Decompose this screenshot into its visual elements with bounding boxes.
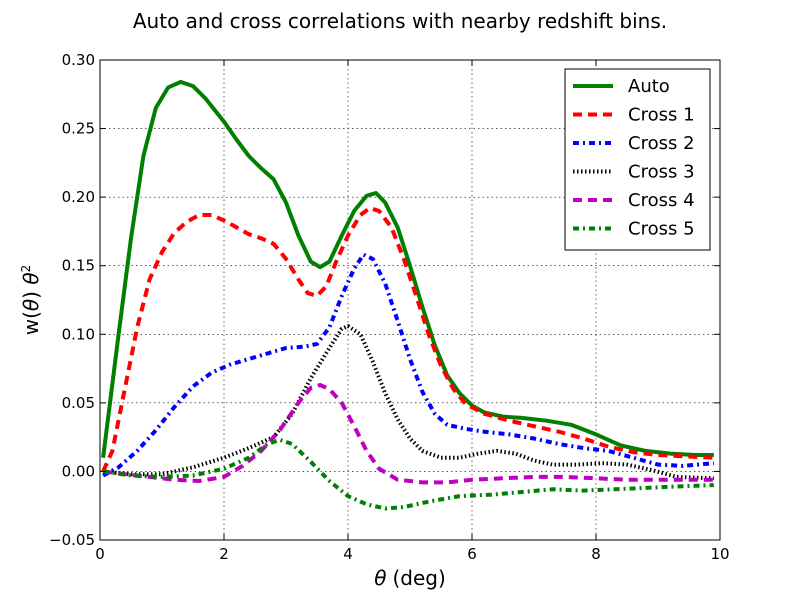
series-line-1 bbox=[101, 79, 714, 458]
y-axis-label: w(θ) θ2 bbox=[19, 265, 43, 335]
y-tick-label: 0.00 bbox=[62, 462, 95, 480]
x-axis-label: θ (deg) bbox=[374, 566, 446, 590]
y-tick-label: 0.10 bbox=[62, 325, 95, 343]
x-axis-symbol: θ bbox=[374, 566, 386, 590]
y-axis-mid: ) bbox=[19, 285, 43, 299]
chart-title: Auto and cross correlations with nearby … bbox=[133, 9, 667, 33]
series-line-3 bbox=[102, 252, 714, 478]
y-tick-label: 0.30 bbox=[62, 51, 95, 69]
y-tick-label: 0.05 bbox=[62, 394, 95, 412]
series-line-6 bbox=[102, 437, 714, 511]
legend-label-5: Cross 4 bbox=[628, 190, 695, 211]
x-tick-label: 2 bbox=[219, 545, 229, 563]
x-tick-label: 10 bbox=[710, 545, 729, 563]
y-tick-label: 0.20 bbox=[62, 188, 95, 206]
x-tick-labels: 0 2 4 6 8 10 bbox=[95, 545, 729, 563]
plot-frame bbox=[99, 59, 721, 541]
legend-label-2: Cross 1 bbox=[628, 105, 695, 126]
legend-label-1: Auto bbox=[628, 76, 670, 97]
grid bbox=[100, 60, 720, 540]
x-tick-label: 4 bbox=[343, 545, 353, 563]
legend-label-3: Cross 2 bbox=[628, 133, 695, 154]
y-axis-superscript: 2 bbox=[19, 265, 33, 273]
y-axis-symbol: θ bbox=[19, 299, 43, 311]
y-axis-symbol-2: θ bbox=[19, 272, 43, 284]
y-tick-label: 0.15 bbox=[62, 257, 95, 275]
y-tick-labels: −0.05 0.00 0.05 0.10 0.15 0.20 0.25 0.30 bbox=[49, 51, 95, 549]
series-line-2 bbox=[101, 206, 714, 473]
legend: Auto Cross 1 Cross 2 Cross 3 Cross 4 Cross 5 bbox=[564, 68, 711, 251]
x-tick-label: 0 bbox=[95, 545, 105, 563]
y-tick-label: −0.05 bbox=[49, 531, 95, 549]
y-tick-label: 0.25 bbox=[62, 120, 95, 138]
legend-label-6: Cross 5 bbox=[628, 219, 695, 240]
x-axis-unit: (deg) bbox=[392, 566, 445, 590]
x-tick-label: 8 bbox=[591, 545, 601, 563]
series-group bbox=[101, 79, 714, 511]
y-axis-prefix: w( bbox=[19, 311, 43, 335]
axis-ticks bbox=[99, 59, 721, 541]
legend-label-4: Cross 3 bbox=[628, 162, 695, 183]
series-line-5 bbox=[102, 383, 714, 485]
legend-box bbox=[564, 68, 711, 251]
x-tick-label: 6 bbox=[467, 545, 477, 563]
